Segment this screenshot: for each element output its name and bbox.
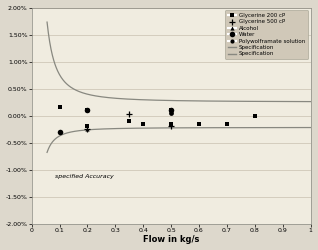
Point [252,114,257,117]
Point [85,124,90,128]
X-axis label: Flow in kg/s: Flow in kg/s [143,236,199,244]
Point [169,122,174,126]
Point [169,108,174,112]
Legend: Glycerine 200 cP, Glycerine 500 cP, Alcohol, Water, Polywolframate solution, Spe: Glycerine 200 cP, Glycerine 500 cP, Alco… [225,10,308,59]
Point [224,122,229,126]
Text: specified Accuracy: specified Accuracy [55,174,114,178]
Point [197,122,202,126]
Point [169,124,174,128]
Point [127,112,132,116]
Point [169,111,174,115]
Point [57,130,62,134]
Point [127,119,132,123]
Point [169,108,174,112]
Point [85,108,90,112]
Point [85,127,90,131]
Point [85,108,90,112]
Point [141,122,146,126]
Point [57,106,62,110]
Point [85,108,90,112]
Point [85,127,90,131]
